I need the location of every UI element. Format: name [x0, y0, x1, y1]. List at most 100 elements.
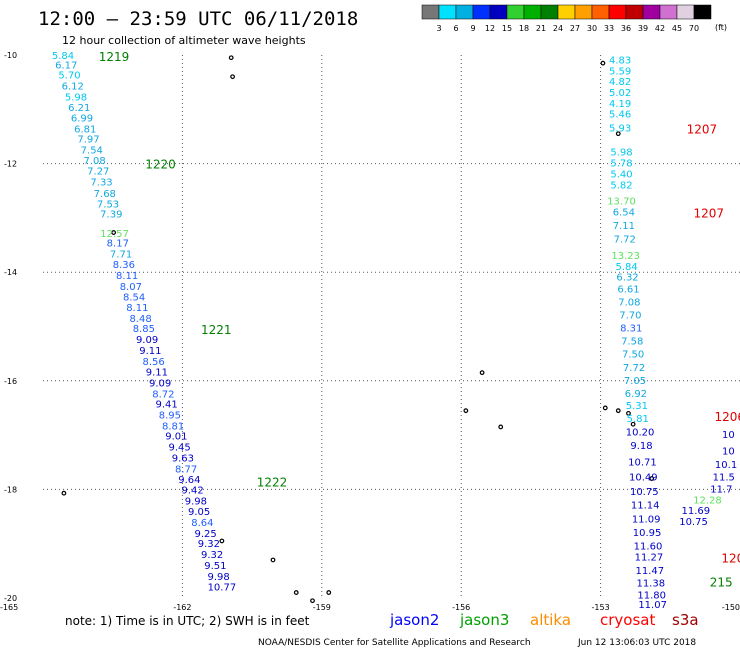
time-label: 120: [721, 551, 740, 565]
island-marker: [463, 408, 469, 414]
swh-value: 5.78: [610, 159, 632, 170]
swh-value: 9.32: [201, 550, 223, 561]
swh-value: 5.84: [615, 262, 637, 273]
swh-value: 9.45: [168, 443, 190, 454]
colorbar-swatch: [506, 4, 525, 20]
swh-value: 9.01: [165, 432, 187, 443]
time-labels: 1219 1220 1221 1222 1207 1207 1206 120 215: [99, 50, 740, 590]
swh-value: 11.5: [713, 472, 735, 483]
swh-value: 7.39: [100, 210, 122, 221]
swh-value: 11.69: [682, 506, 711, 517]
swh-value: 11.60: [634, 541, 663, 552]
colorbar-swatch: [489, 4, 508, 20]
swh-value: 8.48: [129, 314, 151, 325]
island-marker: [498, 424, 504, 430]
swh-value: 9.11: [139, 346, 161, 357]
island-marker: [228, 55, 234, 61]
island-marker: [230, 74, 235, 80]
swh-value: 4.83: [609, 55, 631, 66]
x-tick-label: -153: [592, 603, 610, 612]
swh-value: 7.08: [83, 156, 105, 167]
island-marker: [626, 410, 631, 416]
satellite-legend-cryosat: cryosat: [600, 611, 655, 629]
swh-value: 7.11: [613, 221, 635, 232]
island-marker: [310, 598, 315, 604]
swh-value: 5.98: [610, 148, 632, 159]
swh-value: 9.09: [149, 379, 171, 390]
swh-value: 4.19: [609, 99, 631, 110]
x-tick-label: -162: [173, 603, 191, 612]
colorbar-swatch: [659, 4, 678, 20]
swh-value: 9.64: [178, 475, 200, 486]
island-marker: [602, 405, 608, 411]
swh-value: 8.07: [120, 282, 142, 293]
swh-value: 7.33: [90, 178, 112, 189]
swh-value: 8.85: [133, 324, 155, 335]
page-title: 12:00 – 23:59 UTC 06/11/2018: [38, 8, 358, 30]
swh-value: 11.09: [632, 514, 661, 525]
satellite-legend-s3a: s3a: [672, 611, 699, 629]
swh-value: 7.97: [77, 135, 99, 146]
colorbar-tick: 70: [689, 24, 699, 33]
swh-value: 12.28: [693, 495, 722, 506]
y-tick-label: -16: [4, 377, 17, 386]
swh-value: 8.72: [152, 389, 174, 400]
colorbar-tick: 36: [621, 24, 631, 33]
colorbar-swatch: [591, 4, 610, 20]
swh-value: 7.70: [619, 311, 641, 322]
swh-value: 8.11: [116, 271, 138, 282]
swh-value: 11.27: [635, 552, 664, 563]
colorbar-tick: 42: [655, 24, 665, 33]
island-marker: [479, 370, 485, 376]
island-marker: [615, 408, 621, 414]
swh-value: 8.36: [113, 260, 135, 271]
swh-value: 8.64: [191, 518, 213, 529]
color-scale-legend: 3 6 9 12 15 18 21 24 27 30 33 36 39 42 45 70: [421, 4, 712, 33]
x-axis-ticks: -165 -162 -159 -156 -153 -150: [0, 603, 740, 612]
swh-value: 6.54: [613, 207, 635, 218]
colorbar-tick: 12: [485, 24, 495, 33]
island-marker: [326, 590, 332, 595]
swh-value: 9.63: [172, 453, 194, 464]
satellite-legend-jason2: jason2: [389, 611, 439, 629]
x-tick-label: -150: [722, 603, 740, 612]
footer-credit: NOAA/NESDIS Center for Satellite Applica…: [258, 638, 531, 648]
swh-value: 11.47: [636, 566, 665, 577]
colorbar-swatch: [438, 4, 457, 20]
colorbar-tick: 21: [536, 24, 546, 33]
satellite-legend-jason3: jason3: [459, 611, 509, 629]
colorbar-unit-label: (ft): [715, 23, 727, 32]
swh-value: 10.75: [679, 517, 708, 528]
swh-value: 7.08: [618, 298, 640, 309]
swh-value: 8.56: [142, 357, 164, 368]
colorbar-swatch: [642, 4, 661, 20]
swh-value: 5.82: [610, 180, 632, 191]
swh-value: 7.05: [624, 376, 646, 387]
swh-value: 7.68: [94, 189, 116, 200]
colorbar-tick: 30: [587, 24, 597, 33]
swh-value: 6.99: [71, 114, 93, 125]
time-label: 215: [710, 576, 733, 590]
grid-lines: [43, 55, 740, 598]
colorbar-swatch: [455, 4, 474, 20]
swh-value: 6.21: [68, 103, 90, 114]
swh-value: 6.81: [74, 124, 96, 135]
island-marker: [270, 557, 276, 563]
island-marker: [219, 538, 225, 544]
y-tick-label: -14: [4, 268, 17, 277]
swh-value: 11.07: [638, 600, 667, 611]
page-subtitle: 12 hour collection of altimeter wave hei…: [62, 34, 306, 47]
swh-value: 5.70: [58, 71, 80, 82]
swh-value: 11.80: [637, 590, 666, 601]
plot-area: [43, 55, 740, 598]
time-label: 1222: [257, 475, 288, 489]
island-marker: [649, 476, 655, 481]
y-tick-label: -20: [4, 594, 17, 603]
island-marker: [630, 421, 636, 427]
time-label: 1207: [694, 206, 725, 220]
island-marker: [61, 490, 67, 496]
x-tick-label: -165: [0, 603, 18, 612]
swh-value: 11.38: [636, 578, 665, 589]
time-label: 1219: [99, 50, 130, 64]
